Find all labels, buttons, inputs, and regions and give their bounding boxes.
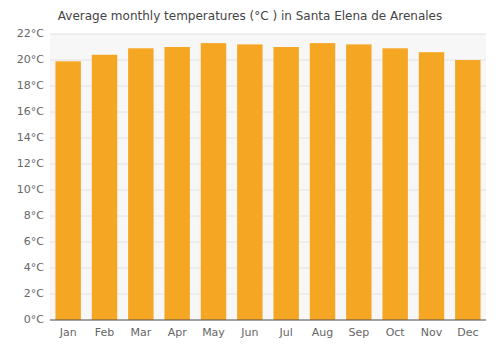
y-axis: 0°C 2°C 4°C 6°C 8°C 10°C 12°C 14°C 16°C 18°C 20°C 2… [17, 27, 44, 326]
bar [237, 44, 262, 320]
bar [310, 43, 335, 320]
y-tick-label: 14°C [17, 131, 44, 144]
y-tick-label: 6°C [24, 235, 44, 248]
bars [55, 43, 480, 320]
title: Average monthly temperatures (°C ) in Sa… [58, 9, 442, 23]
y-tick-label: 8°C [24, 209, 44, 222]
y-tick-label: 18°C [17, 79, 44, 92]
bar [128, 48, 153, 320]
bar [201, 43, 226, 320]
bar [382, 48, 407, 320]
bar [346, 44, 371, 320]
x-tick-label: Jul [279, 326, 293, 339]
x-tick-label: Sep [348, 326, 369, 339]
bar [455, 60, 480, 320]
y-tick-label: 12°C [17, 157, 44, 170]
grid-line [50, 34, 486, 35]
y-tick-label: 10°C [17, 183, 44, 196]
y-tick-label: 20°C [17, 53, 44, 66]
chart-svg: 0°C 2°C 4°C 6°C 8°C 10°C 12°C 14°C 16°C 18°C 20°C 2… [0, 0, 500, 350]
bar [273, 47, 298, 320]
x-axis: Jan Feb Mar Apr May Jun Jul Aug Sep Oct Nov Dec [50, 320, 486, 339]
x-tick-label: Apr [168, 326, 188, 339]
chart-container: 0°C 2°C 4°C 6°C 8°C 10°C 12°C 14°C 16°C 18°C 20°C 2… [0, 0, 500, 350]
x-tick-label: May [202, 326, 225, 339]
bar [55, 61, 80, 320]
bar [92, 55, 117, 320]
x-tick-label: Aug [312, 326, 333, 339]
y-tick-label: 16°C [17, 105, 44, 118]
plot-background [50, 34, 486, 320]
x-tick-label: Mar [130, 326, 151, 339]
y-tick-label: 2°C [24, 287, 44, 300]
x-tick-label: Nov [421, 326, 443, 339]
y-tick-label: 22°C [17, 27, 44, 40]
y-tick-label: 4°C [24, 261, 44, 274]
x-tick-label: Jun [240, 326, 258, 339]
x-tick-label: Dec [457, 326, 478, 339]
x-tick-label: Oct [386, 326, 406, 339]
grid-line [50, 320, 486, 321]
x-tick-label: Feb [95, 326, 114, 339]
page: {"chart_data": {"type": "bar", "title": … [0, 0, 500, 350]
y-tick-label: 0°C [24, 313, 44, 326]
x-tick-label: Jan [59, 326, 77, 339]
x-axis-line [50, 320, 486, 321]
bar [419, 52, 444, 320]
bar [164, 47, 189, 320]
grid [50, 34, 486, 320]
